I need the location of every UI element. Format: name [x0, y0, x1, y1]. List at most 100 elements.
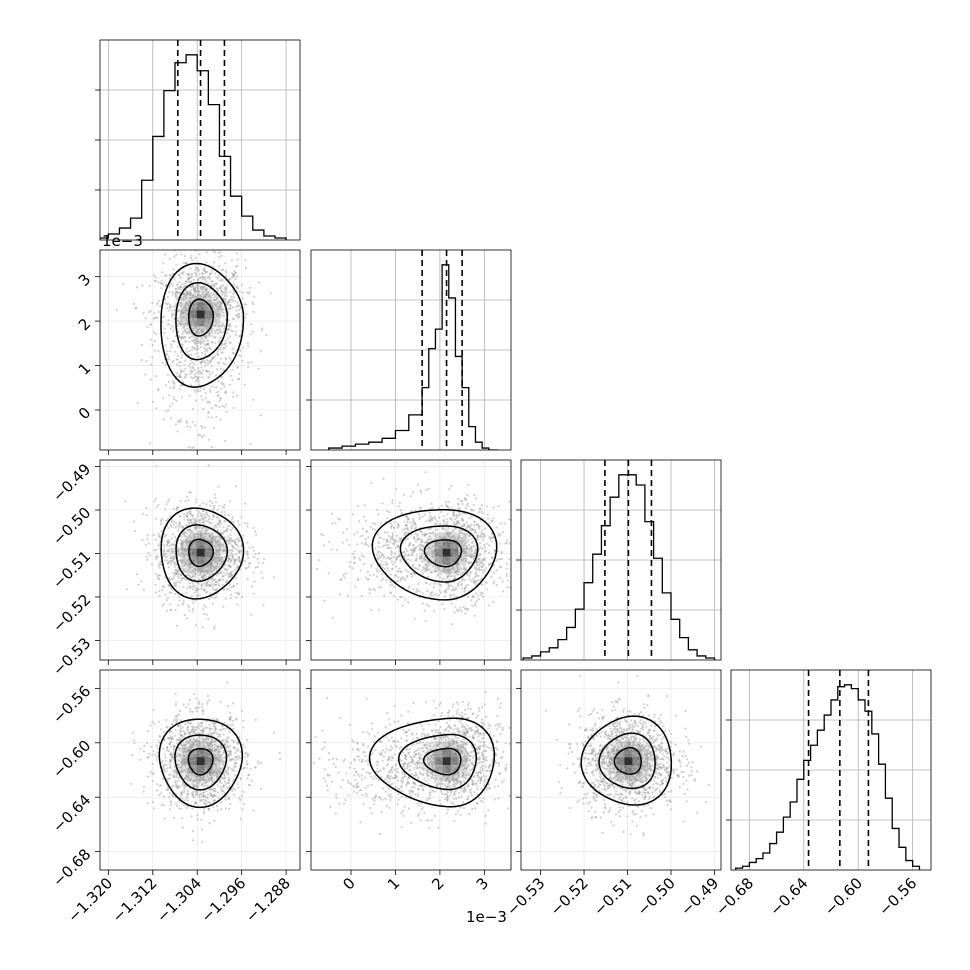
density-block	[188, 564, 197, 573]
scatter-point	[165, 274, 168, 277]
scatter-point	[197, 588, 200, 592]
scatter-point	[461, 499, 464, 503]
scatter-point	[480, 529, 483, 532]
scatter-point	[217, 559, 220, 562]
scatter-point	[236, 591, 239, 594]
scatter-point	[218, 274, 221, 277]
scatter-point	[211, 416, 214, 419]
scatter-point	[149, 323, 152, 326]
scatter-point	[184, 548, 187, 552]
scatter-point	[190, 521, 194, 525]
scatter-point	[235, 553, 238, 556]
scatter-point	[204, 270, 207, 273]
scatter-point	[182, 532, 185, 535]
scatter-point	[419, 530, 422, 533]
scatter-point	[216, 746, 220, 749]
scatter-point	[471, 542, 474, 545]
scatter-point	[429, 571, 433, 574]
scatter-point	[356, 531, 359, 534]
scatter-point	[469, 555, 472, 558]
scatter-point	[195, 594, 198, 597]
scatter-point	[181, 561, 184, 564]
scatter-point	[428, 511, 431, 515]
scatter-point	[205, 336, 208, 340]
scatter-point	[199, 567, 202, 570]
scatter-point	[222, 542, 225, 545]
scatter-point	[171, 284, 174, 287]
panel-frame	[310, 459, 512, 661]
scatter-point	[191, 259, 194, 262]
scatter-point	[204, 569, 207, 572]
scatter-point	[450, 575, 453, 578]
scatter-point	[192, 284, 195, 287]
scatter-point	[205, 327, 209, 330]
scatter-point	[168, 539, 171, 542]
scatter-point	[238, 309, 241, 312]
scatter-point	[215, 536, 218, 539]
scatter-point	[246, 344, 250, 348]
scatter-point	[189, 745, 192, 749]
scatter-point	[220, 545, 223, 548]
scatter-point	[505, 567, 508, 570]
scatter-point	[197, 378, 200, 381]
scatter-point	[221, 548, 224, 552]
scatter-point	[499, 533, 502, 536]
scatter-point	[379, 551, 382, 554]
scatter-point	[443, 537, 446, 540]
scatter-point	[236, 603, 239, 606]
scatter-point	[213, 285, 216, 288]
scatter-point	[193, 388, 196, 391]
scatter-point	[223, 563, 227, 567]
scatter-point	[212, 514, 215, 517]
scatter-point	[219, 367, 223, 370]
scatter-point	[247, 565, 250, 569]
scatter-point	[183, 613, 186, 617]
scatter-point	[229, 597, 232, 600]
scatter-point	[424, 558, 427, 561]
scatter-point	[449, 517, 452, 520]
scatter-point	[182, 569, 185, 572]
scatter-point	[198, 341, 202, 344]
density-block	[442, 572, 451, 581]
scatter-point	[208, 564, 211, 567]
scatter-point	[217, 539, 220, 542]
scatter-point	[178, 522, 181, 525]
scatter-point	[385, 579, 388, 582]
scatter-point	[163, 327, 166, 330]
scatter-point	[234, 485, 237, 488]
scatter-point	[149, 554, 152, 557]
scatter-point	[220, 387, 223, 390]
scatter-point	[464, 506, 467, 509]
scatter-point	[490, 520, 494, 523]
scatter-point	[470, 537, 473, 540]
scatter-point	[163, 602, 166, 606]
scatter-point	[411, 510, 414, 513]
scatter-point	[420, 491, 423, 494]
scatter-point	[207, 282, 210, 285]
scatter-point	[204, 293, 207, 296]
scatter-point	[213, 597, 216, 600]
scatter-point	[182, 299, 185, 302]
scatter-point	[171, 325, 174, 328]
scatter-point	[179, 500, 182, 503]
scatter-point	[233, 747, 236, 750]
scatter-point	[181, 298, 184, 301]
scatter-point	[193, 521, 196, 524]
density-block	[180, 548, 189, 557]
scatter-point	[210, 778, 214, 781]
scatter-point	[220, 548, 223, 552]
scatter-point	[208, 334, 211, 337]
scatter-point	[217, 308, 220, 311]
scatter-point	[379, 556, 382, 559]
scatter-point	[189, 362, 192, 365]
scatter-point	[238, 540, 241, 543]
scatter-point	[203, 339, 206, 342]
scatter-point	[483, 550, 486, 553]
scatter-point	[213, 538, 217, 541]
scatter-point	[229, 565, 232, 568]
scatter-point	[178, 521, 181, 524]
scatter-point	[226, 568, 229, 571]
scatter-point	[214, 293, 218, 296]
scatter-point	[208, 295, 211, 298]
scatter-point	[232, 554, 235, 557]
